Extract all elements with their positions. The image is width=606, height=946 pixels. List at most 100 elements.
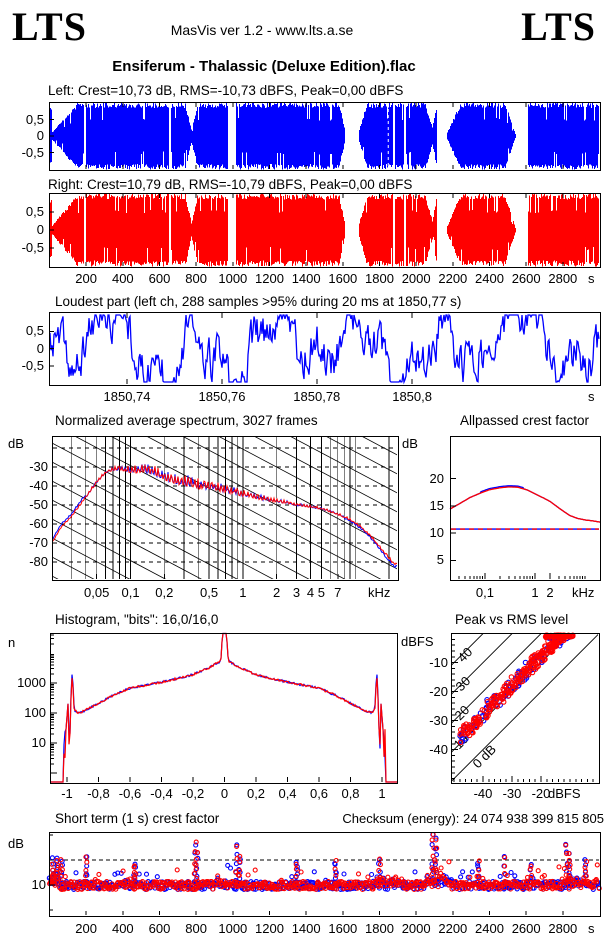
x-tick-label: 2600 [511,271,541,286]
x-tick-label: 200 [75,921,98,936]
y-tick-label: -60 [29,516,48,531]
x-tick-label: -0,6 [118,786,142,801]
x-tick-label: 3 [292,585,301,600]
loudest-part-title: Loudest part (left ch, 288 samples >95% … [55,294,462,309]
y-tick-label: 10 [31,877,46,892]
x-tick-label: -20 [531,786,551,801]
y-tick-label: -40 [429,741,448,757]
checksum-label: Checksum (energy): [342,811,460,826]
loudest-part-panel [49,312,601,386]
loudest-part-line [49,313,600,385]
y-tick-label: -0,5 [21,240,44,255]
histogram-panel [50,633,398,784]
x-tick-label: 1200 [255,271,284,286]
y-tick-label: -30 [429,712,448,728]
x-tick-label: 7 [334,585,342,600]
histogram-ylabel: n [8,635,16,650]
short-term-ylabel: dB [8,836,24,851]
x-tick-label: 400 [111,921,134,936]
y-tick-label: 15 [429,497,444,513]
x-tick-label: 0 [220,786,229,801]
y-tick-label: 0,5 [25,204,44,219]
spectrum-x-unit: kHz [368,585,391,600]
x-tick-label: 1800 [365,921,394,936]
x-tick-label: 1600 [328,921,358,936]
x-tick-label: -1 [61,786,73,801]
right-channel-title: Right: Crest=10,79 dB, RMS=-10,79 dBFS, … [48,177,413,192]
peak-rms-panel [451,633,600,784]
peak-vs-rms-x-unit: dBFS [548,786,581,801]
x-tick-label: -0,4 [150,786,173,801]
x-tick-label: 2600 [511,921,541,936]
spectrum-ylabel: dB [8,436,24,451]
x-tick-label: 1850,8 [392,389,432,404]
x-tick-label: 0,05 [84,585,110,600]
peak-rms-scatter-left [457,632,575,745]
allpassed-panel [450,436,601,581]
x-tick-label: 600 [148,271,171,286]
x-tick-label: 2400 [475,921,504,936]
x-tick-label: 1850,74 [103,389,151,404]
y-tick-label: -0,5 [21,144,44,160]
x-tick-label: 1850,78 [293,389,341,404]
y-tick-label: -20 [429,683,448,699]
track-title: Ensiferum - Thalassic (Deluxe Edition).f… [112,58,416,75]
allpassed-curve-left [449,485,601,523]
x-tick-label: -30 [502,786,522,801]
x-tick-label: 1000 [218,271,248,286]
x-tick-label: 2800 [548,271,578,286]
x-tick-label: 800 [185,271,208,286]
x-tick-label: 2 [273,585,281,600]
x-tick-label: 1600 [328,271,358,286]
right-waveform-panel [49,193,601,268]
x-tick-label: 1800 [365,271,394,286]
checksum-value: 24 074 938 399 815 805 [463,811,604,826]
y-tick-label: 0 [36,222,44,237]
x-tick-label: 1400 [291,921,321,936]
left-waveform-panel [49,102,601,171]
y-tick-label: 10 [429,525,444,540]
x-tick-label: 1850,76 [198,389,246,404]
y-tick-label: 0,5 [25,111,44,127]
y-tick-label: -10 [429,654,448,670]
lts-logo-right: LTS [521,4,596,49]
short-term-scatter-right [47,831,602,893]
x-tick-label: 1 [378,786,386,801]
x-tick-label: 2000 [401,271,431,286]
allpassed-curve-right [449,486,601,523]
peak-vs-rms-title: Peak vs RMS level [455,612,569,627]
x-tick-label: 200 [75,271,98,286]
allpassed-ylabel: dB [402,436,418,451]
x-tick-label: 2200 [438,921,468,936]
x-tick-label: 1400 [291,271,321,286]
allpassed-title: Allpassed crest factor [460,413,590,428]
x-tick-label: -0,2 [181,786,205,801]
x-tick-label: 2200 [438,271,468,286]
short-term-x-unit: s [588,921,595,936]
peak-rms-scatter-right [457,632,576,746]
y-tick-label: -50 [29,497,48,512]
waveform-left [49,102,599,170]
peak-vs-rms-ylabel: dBFS [401,634,434,649]
x-tick-label: -40 [473,786,493,801]
y-tick-label: 0,5 [25,323,44,339]
y-tick-label: -80 [29,554,48,569]
y-tick-label: -70 [29,535,48,550]
y-tick-label: 0 [36,340,44,356]
spectrum-panel [52,436,399,581]
spectrum-grid [53,437,397,579]
x-tick-label: -0,8 [87,786,110,801]
x-tick-label: 0,2 [246,786,266,801]
x-tick-label: 800 [185,921,208,936]
allpassed-x-unit: kHz [572,585,595,600]
y-tick-label: -0,5 [21,357,44,373]
x-tick-label: 0,4 [278,786,297,801]
x-tick-label: 2000 [401,921,431,936]
x-tick-label: 600 [148,921,171,936]
diagonal-label: 30 [453,673,474,694]
x-tick-label: 1 [531,585,539,600]
y-tick-label: -30 [29,459,48,474]
waveform-x-unit: s [588,271,595,286]
x-tick-label: 1000 [218,921,248,936]
